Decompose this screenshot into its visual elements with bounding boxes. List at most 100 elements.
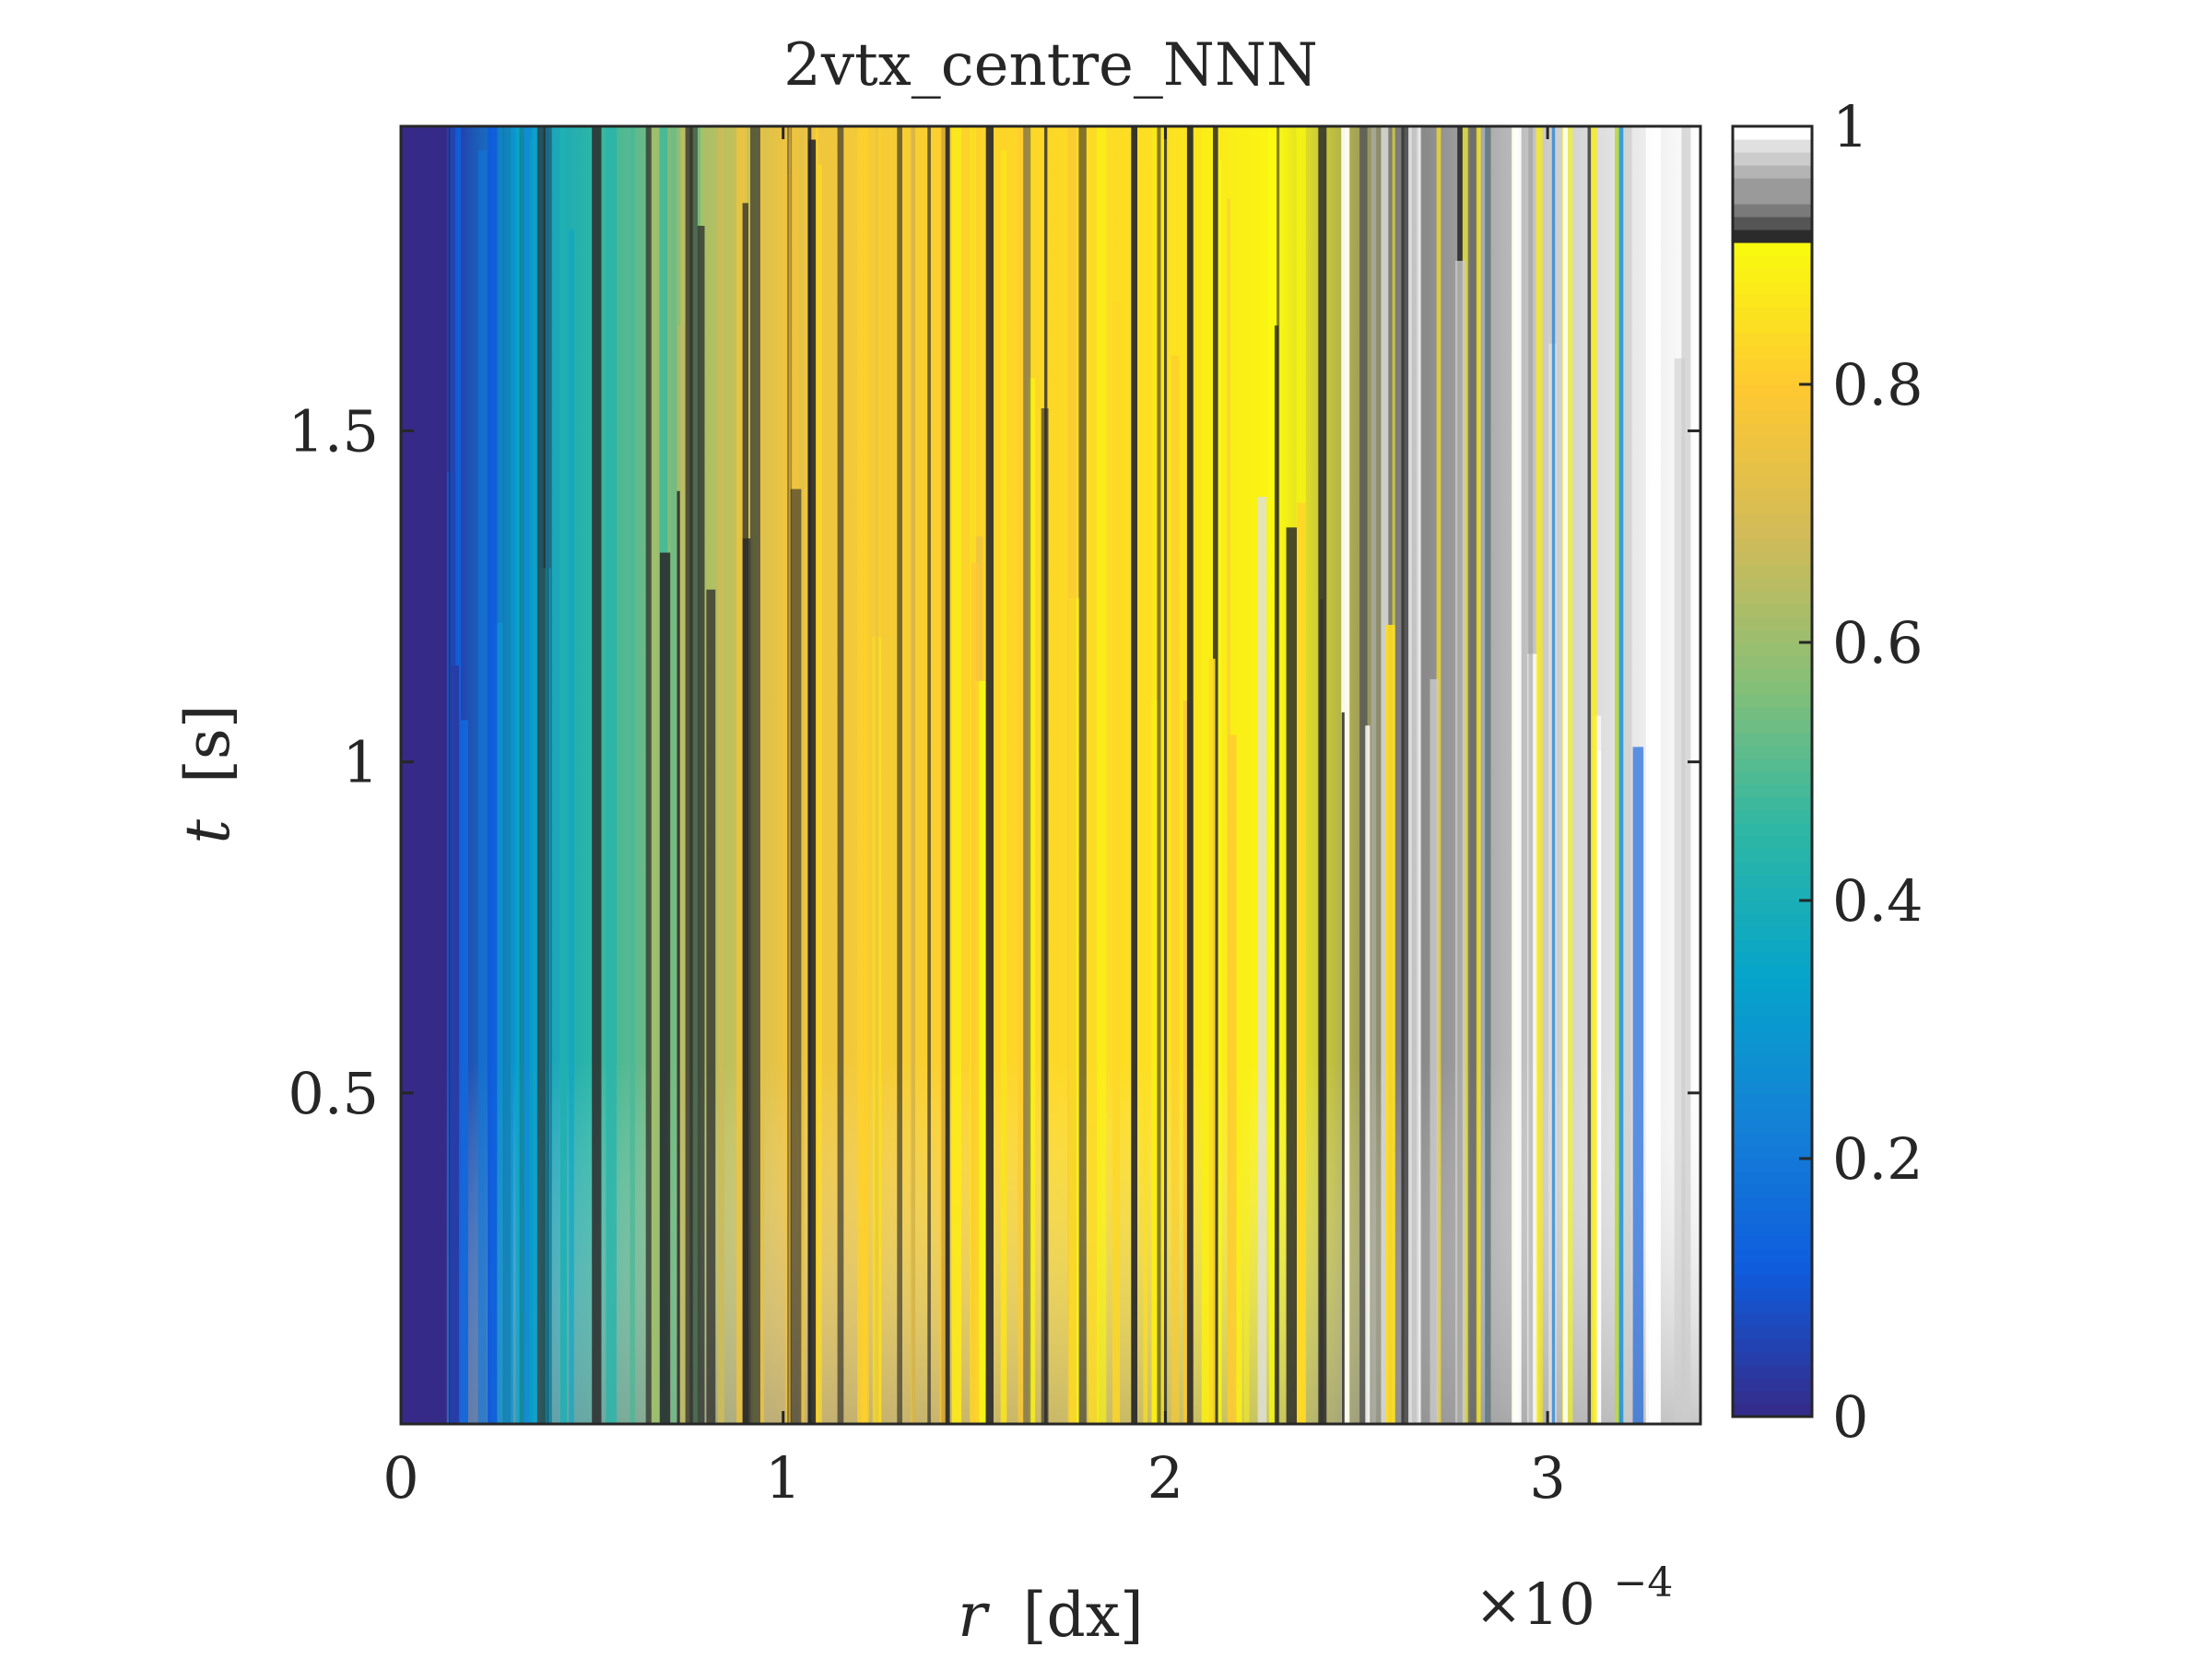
chart-title: 2vtx_centre_NNN [783, 31, 1318, 100]
heatmap-streak [685, 126, 694, 1424]
heatmap-streak [1514, 126, 1519, 1424]
colorbar-band [1733, 604, 1812, 618]
colorbar-band [1733, 165, 1812, 179]
heatmap-streak [875, 126, 879, 1424]
colorbar-band [1733, 849, 1812, 863]
heatmap-streak [945, 126, 950, 1424]
heatmap-streak [677, 324, 685, 1424]
colorbar-band [1733, 191, 1812, 205]
colorbar-band [1733, 1120, 1812, 1134]
y-axis: 0.5 1 1.5 [288, 397, 1700, 1127]
y-tick-label: 0.5 [288, 1060, 379, 1127]
colorbar-band [1733, 307, 1812, 321]
heatmap-streak [1587, 126, 1592, 1424]
heatmap-streak [1436, 126, 1441, 1424]
heatmap-streak [697, 226, 705, 1424]
colorbar-band [1733, 1171, 1812, 1185]
heatmap-streak [985, 126, 994, 1424]
colorbar-band [1733, 1030, 1812, 1043]
colorbar-band [1733, 862, 1812, 876]
y-axis-label: t [s] [172, 705, 243, 844]
heatmap-streak [975, 680, 985, 1424]
heatmap-streak [1615, 126, 1619, 1424]
heatmap-streak [1277, 126, 1280, 1424]
colorbar: 0 0.2 0.4 0.6 0.8 1 [1731, 93, 1924, 1451]
heatmap-streak [788, 126, 792, 1424]
heatmap-streak [1078, 126, 1087, 1424]
colorbar-band [1733, 642, 1812, 656]
colorbar-band [1733, 1391, 1812, 1405]
colorbar-band [1733, 1300, 1812, 1314]
x-tick-label: 2 [1147, 1444, 1183, 1512]
colorbar-band [1733, 1236, 1812, 1250]
heatmap-streak [1341, 712, 1345, 1424]
colorbar-bands [1733, 126, 1812, 1418]
heatmap-streak [461, 720, 468, 1424]
colorbar-band [1733, 384, 1812, 398]
heatmap-streak [939, 126, 950, 1424]
heatmap-streak [1143, 161, 1148, 1424]
colorbar-band [1733, 294, 1812, 308]
colorbar-tick-label: 0.6 [1832, 609, 1924, 677]
heatmap-streak [1341, 126, 1350, 1424]
colorbar-band [1733, 823, 1812, 837]
colorbar-frame [1731, 124, 1814, 1418]
colorbar-tick-label: 0.2 [1832, 1125, 1924, 1193]
plot-frame [399, 124, 1702, 1426]
colorbar-tick-label: 0.4 [1832, 867, 1924, 935]
heatmap-streak [808, 139, 817, 1424]
heatmap-streak [492, 622, 504, 1424]
colorbar-band [1733, 913, 1812, 927]
heatmap-streak [1430, 678, 1439, 1424]
heatmap-streak [1535, 126, 1544, 1424]
heatmap-streak [1131, 126, 1137, 1424]
heatmap-streak [1381, 126, 1389, 1424]
heatmap-streak [1286, 527, 1297, 1424]
heatmap-streak [536, 126, 548, 1424]
colorbar-band [1733, 1081, 1812, 1095]
colorbar-band [1733, 1352, 1812, 1366]
colorbar-band [1733, 978, 1812, 992]
colorbar-band [1733, 462, 1812, 476]
colorbar-band [1733, 1133, 1812, 1147]
x-scale-factor-base: ×10 [1475, 1571, 1595, 1638]
heatmap-streak [1359, 126, 1368, 1424]
colorbar-band [1733, 242, 1812, 256]
colorbar-band [1733, 952, 1812, 966]
colorbar-band [1733, 526, 1812, 540]
x-scale-factor: ×10 −4 [1475, 1559, 1673, 1638]
heatmap-streak [790, 488, 802, 1424]
heatmap-streak [677, 490, 680, 1424]
heatmap-streak [759, 126, 765, 1424]
heatmap-streak [1152, 126, 1157, 1424]
heatmap-streak [1620, 126, 1632, 1424]
heatmap-streak [532, 126, 536, 1424]
y-tick-label: 1 [343, 729, 379, 796]
heatmap-streak [1159, 126, 1164, 1424]
colorbar-band [1733, 875, 1812, 888]
y-axis-label-unit: [s] [172, 705, 243, 783]
heatmap-streak [897, 126, 902, 1424]
colorbar-band [1733, 346, 1812, 359]
colorbar-band [1733, 539, 1812, 553]
heatmap-streak [1257, 497, 1267, 1424]
colorbar-band [1733, 1326, 1812, 1340]
heatmap-streak [1674, 358, 1686, 1424]
heatmap-streak [449, 126, 456, 1424]
heatmap-streak [1476, 126, 1481, 1424]
heatmap-streak [1235, 126, 1242, 1424]
x-tick-label: 0 [382, 1444, 418, 1512]
colorbar-band [1733, 281, 1812, 295]
colorbar-band [1733, 759, 1812, 772]
colorbar-band [1733, 707, 1812, 721]
heatmap-streak [649, 126, 659, 1424]
heatmap-streak [971, 562, 980, 1424]
colorbar-tick-label: 1 [1832, 93, 1868, 160]
heatmap-streak [1201, 126, 1211, 1424]
colorbar-band [1733, 255, 1812, 269]
heatmap-streak [606, 126, 617, 1424]
heatmap-streak [1467, 126, 1478, 1424]
heatmap-streak [927, 126, 931, 1424]
colorbar-band [1733, 359, 1812, 372]
colorbar-band [1733, 784, 1812, 798]
